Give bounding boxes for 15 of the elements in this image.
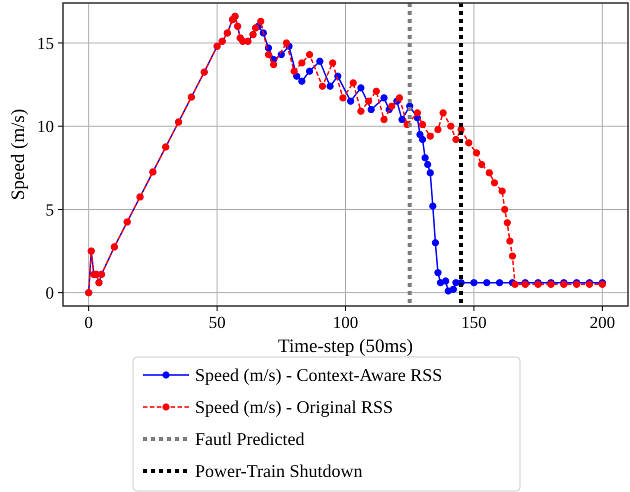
y-axis-title: Speed (m/s)	[8, 108, 29, 200]
y-tick-label: 15	[37, 34, 54, 53]
x-tick-label: 100	[332, 313, 358, 332]
y-tick-label: 0	[46, 284, 54, 303]
legend-label: Speed (m/s) - Context-Aware RSS	[195, 365, 442, 385]
y-tick-label: 10	[37, 117, 54, 136]
x-axis-title: Time-step (50ms)	[278, 336, 413, 357]
x-tick-label: 150	[461, 313, 487, 332]
x-tick-label: 200	[590, 313, 616, 332]
legend-label: Power-Train Shutdown	[195, 461, 362, 481]
legend-label: Fautl Predicted	[195, 429, 304, 449]
x-tick-label: 50	[208, 313, 226, 332]
y-tick-label: 5	[46, 200, 54, 220]
legend-label: Speed (m/s) - Original RSS	[195, 397, 393, 417]
x-tick-label: 0	[84, 313, 93, 332]
